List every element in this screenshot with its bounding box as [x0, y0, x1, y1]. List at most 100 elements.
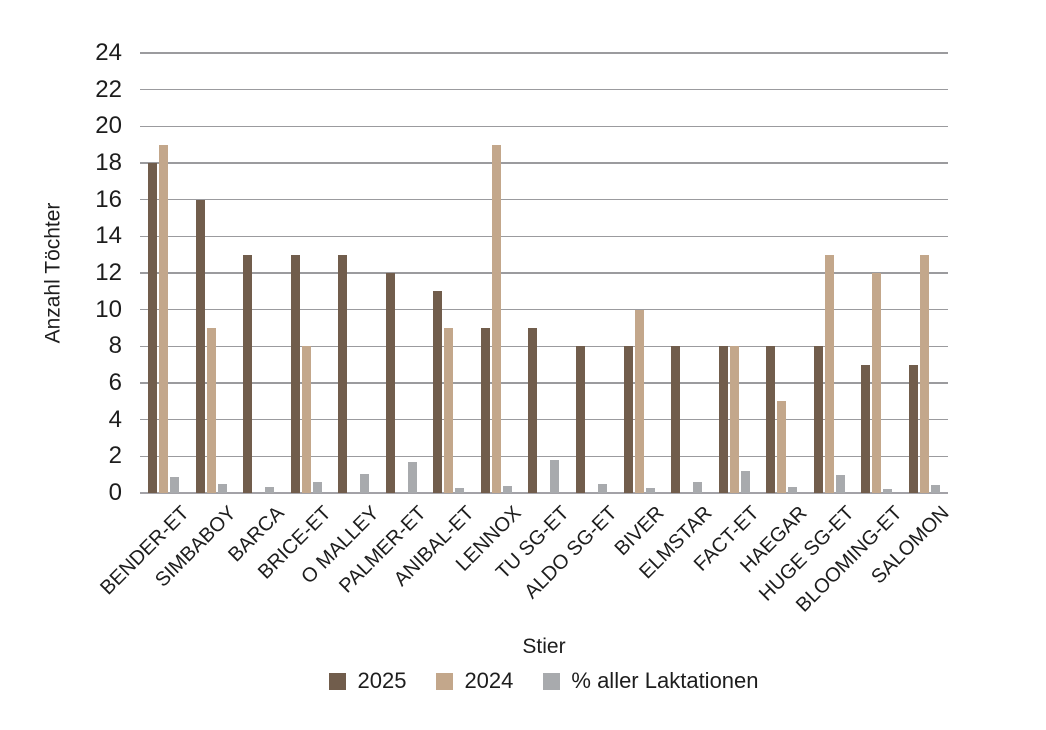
- bar-group-O MALLEY: [330, 53, 378, 493]
- y-tick-label-14: 14: [95, 222, 122, 250]
- bar-2025-O MALLEY: [338, 254, 348, 493]
- bar-2025-LENNOX: [480, 328, 490, 493]
- x-axis-title: Stier: [522, 635, 566, 658]
- bar-group-BENDER-ET: [140, 53, 188, 493]
- bar-group-TU SG-ET: [520, 53, 568, 493]
- bar-% aller Laktationen-BRICE-ET: [312, 482, 322, 493]
- bar-% aller Laktationen-O MALLEY: [360, 473, 370, 493]
- bar-2025-PALMER-ET: [385, 273, 395, 493]
- y-tick-label-24: 24: [95, 39, 122, 66]
- bar-% aller Laktationen-HUGE SG-ET: [835, 474, 845, 493]
- bar-group-SIMBABOY: [188, 53, 236, 493]
- bar-group-ALDO SG-ET: [568, 53, 616, 493]
- bar-% aller Laktationen-BENDER-ET: [170, 476, 180, 493]
- bar-2024-BLOOMING-ET: [872, 273, 882, 493]
- bar-2025-BIVER: [623, 346, 633, 493]
- gridline-y-2: [140, 455, 948, 458]
- legend-label-% aller Laktationen: % aller Laktationen: [571, 668, 759, 693]
- bar-2024-FACT-ET: [729, 346, 739, 493]
- gridline-y-10: [140, 308, 948, 311]
- gridline-y-6: [140, 382, 948, 384]
- bar-% aller Laktationen-SALOMON: [930, 484, 940, 493]
- gridline-y-22: [140, 88, 948, 91]
- bar-2024-HAEGAR: [777, 401, 787, 493]
- bar-% aller Laktationen-BIVER: [645, 488, 655, 493]
- bar-% aller Laktationen-ELMSTAR: [693, 482, 703, 493]
- legend-item-2024: 2024: [436, 668, 513, 694]
- y-tick-label-8: 8: [108, 332, 122, 360]
- bar-group-BIVER: [615, 53, 663, 493]
- bar-2025-SALOMON: [908, 364, 918, 493]
- gridline-y-8: [140, 345, 948, 348]
- bar-2025-BRICE-ET: [290, 254, 300, 493]
- bar-2025-BARCA: [243, 254, 253, 493]
- bar-% aller Laktationen-TU SG-ET: [550, 460, 560, 493]
- y-tick-label-4: 4: [108, 405, 122, 433]
- bar-group-SALOMON: [900, 53, 948, 493]
- bar-2025-ANIBAL-ET: [433, 291, 443, 493]
- bar-2025-ELMSTAR: [671, 346, 681, 493]
- bar-2025-SIMBABOY: [195, 199, 205, 493]
- bar-2024-BRICE-ET: [301, 346, 311, 493]
- bar-group-PALMER-ET: [378, 53, 426, 493]
- y-tick-label-2: 2: [108, 442, 122, 470]
- bar-2024-BENDER-ET: [159, 144, 169, 493]
- bar-% aller Laktationen-BLOOMING-ET: [883, 489, 893, 493]
- bar-% aller Laktationen-FACT-ET: [740, 471, 750, 493]
- bar-group-BRICE-ET: [283, 53, 331, 493]
- bar-% aller Laktationen-PALMER-ET: [407, 461, 417, 493]
- legend-item-% aller Laktationen: % aller Laktationen: [543, 668, 759, 694]
- bar-2024-HUGE SG-ET: [824, 254, 834, 493]
- legend: 2025 2024 % aller Laktationen: [140, 668, 948, 694]
- bar-group-HUGE SG-ET: [805, 53, 853, 493]
- y-tick-label-16: 16: [95, 185, 122, 213]
- gridline-y-24: [140, 52, 948, 54]
- bar-% aller Laktationen-ANIBAL-ET: [455, 488, 465, 493]
- bar-2024-SIMBABOY: [206, 328, 216, 493]
- gridline-y-18: [140, 162, 948, 164]
- y-tick-label-6: 6: [108, 369, 122, 396]
- bar-group-ANIBAL-ET: [425, 53, 473, 493]
- y-tick-label-22: 22: [95, 75, 122, 103]
- bar-% aller Laktationen-LENNOX: [502, 485, 512, 493]
- legend-label-2025: 2025: [357, 668, 407, 693]
- bar-% aller Laktationen-ALDO SG-ET: [598, 483, 607, 493]
- legend-swatch-% aller Laktationen: [543, 672, 561, 690]
- plot-area: [140, 52, 948, 494]
- gridline-y-16: [140, 198, 948, 201]
- bar-group-HAEGAR: [758, 53, 806, 493]
- y-tick-label-18: 18: [95, 149, 122, 176]
- bar-2024-BIVER: [634, 309, 644, 493]
- bar-2025-ALDO SG-ET: [576, 346, 585, 493]
- y-tick-label-12: 12: [95, 259, 122, 286]
- bar-2025-FACT-ET: [718, 346, 728, 493]
- bar-2025-BENDER-ET: [148, 163, 158, 493]
- bar-group-BARCA: [235, 53, 283, 493]
- gridline-y-14: [140, 235, 948, 238]
- bar-group-ELMSTAR: [663, 53, 711, 493]
- y-tick-label-20: 20: [95, 112, 122, 140]
- legend-label-2024: 2024: [464, 668, 514, 693]
- gridline-y-4: [140, 418, 948, 421]
- bar-group-FACT-ET: [710, 53, 758, 493]
- y-tick-label-10: 10: [95, 295, 122, 323]
- bar-2025-HAEGAR: [766, 346, 776, 493]
- bar-group-LENNOX: [473, 53, 521, 493]
- bar-2024-SALOMON: [919, 254, 929, 493]
- x-axis-line: [140, 492, 948, 494]
- legend-item-2025: 2025: [329, 668, 406, 694]
- bar-% aller Laktationen-SIMBABOY: [217, 483, 227, 493]
- bar-2025-HUGE SG-ET: [813, 346, 823, 493]
- y-tick-label-0: 0: [108, 479, 122, 506]
- bar-2025-BLOOMING-ET: [861, 364, 871, 493]
- bar-% aller Laktationen-HAEGAR: [788, 486, 798, 493]
- gridline-y-12: [140, 272, 948, 274]
- bar-2024-ANIBAL-ET: [444, 328, 454, 493]
- bar-group-BLOOMING-ET: [853, 53, 901, 493]
- legend-swatch-2024: [436, 672, 454, 690]
- bar-2025-TU SG-ET: [528, 328, 538, 493]
- bar-2024-LENNOX: [491, 144, 501, 493]
- bar-% aller Laktationen-BARCA: [265, 486, 275, 493]
- legend-swatch-2025: [329, 672, 347, 690]
